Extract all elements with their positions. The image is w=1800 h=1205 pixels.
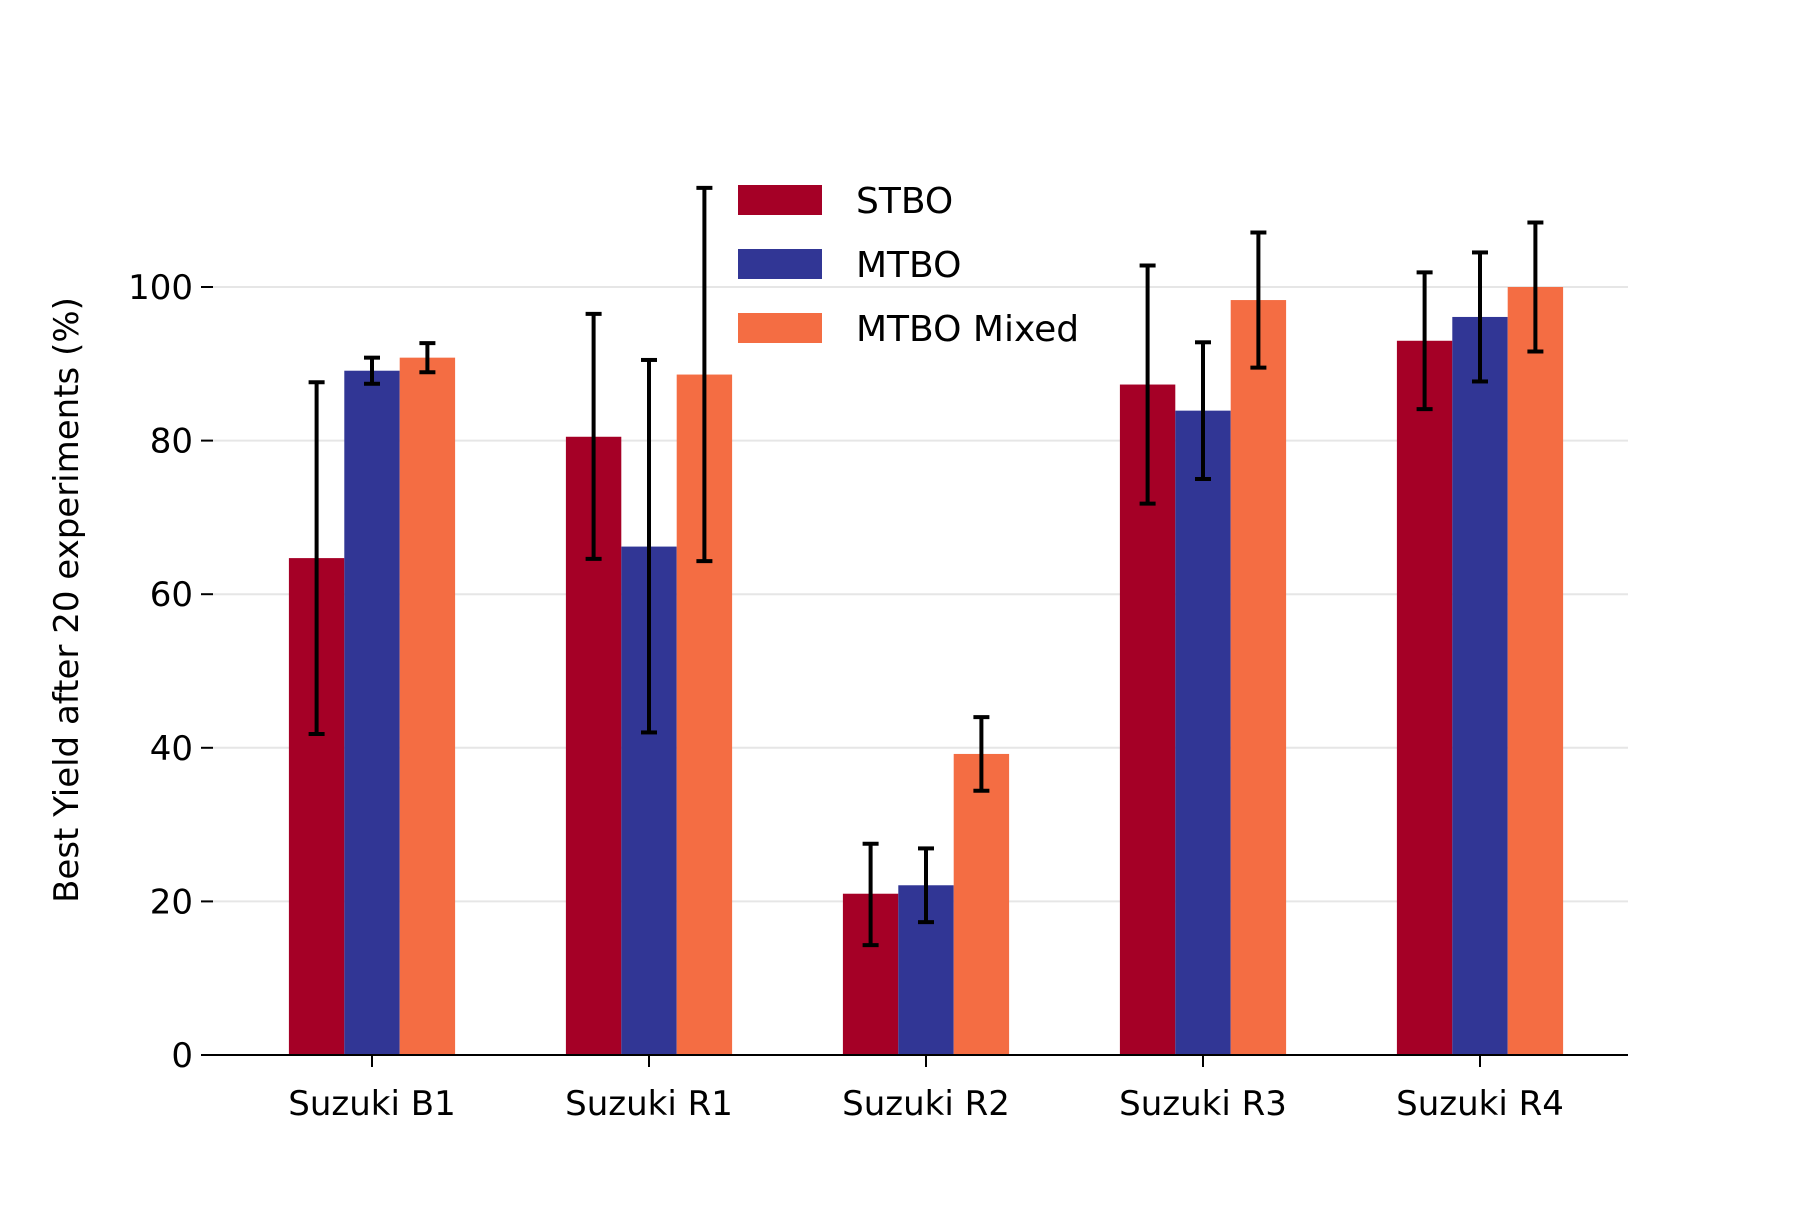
bars	[288, 287, 1564, 1055]
y-tick-label: 0	[171, 1036, 193, 1076]
legend-swatch	[738, 313, 822, 343]
x-tick-label: Suzuki R3	[1119, 1084, 1287, 1124]
legend-label: MTBO	[856, 245, 961, 286]
x-tick-label: Suzuki B1	[288, 1084, 455, 1124]
y-tick-label: 60	[150, 575, 193, 615]
bar-mtbo	[344, 370, 400, 1055]
x-tick-label: Suzuki R2	[842, 1084, 1010, 1124]
y-tick-label: 100	[128, 268, 193, 308]
legend: STBO MTBO MTBO Mixed	[738, 181, 1079, 350]
y-tick-label: 40	[150, 729, 193, 769]
legend-label: MTBO Mixed	[856, 309, 1079, 350]
bar-mtbo-mixed	[953, 753, 1010, 1055]
x-tick-label: Suzuki R4	[1396, 1084, 1564, 1124]
error-bars	[308, 185, 1544, 948]
bar-mtbo-mixed	[1507, 287, 1564, 1055]
y-axis-title: Best Yield after 20 experiments (%)	[47, 297, 87, 903]
legend-label: STBO	[856, 181, 953, 222]
x-tick-label: Suzuki R1	[565, 1084, 733, 1124]
bar-mtbo	[1452, 316, 1508, 1055]
legend-swatch	[738, 185, 822, 215]
y-tick-label: 80	[150, 422, 193, 462]
legend-swatch	[738, 249, 822, 279]
y-tick-label: 20	[150, 882, 193, 922]
bar-mtbo	[1175, 410, 1231, 1055]
bar-stbo	[1396, 340, 1453, 1055]
axes: 0 20 40 60 80 100 Suzuki B1 Suzuki R1 Suzuki R2 S…	[128, 268, 1628, 1124]
bar-mtbo-mixed	[1230, 300, 1287, 1055]
bar-mtbo-mixed	[399, 357, 456, 1055]
